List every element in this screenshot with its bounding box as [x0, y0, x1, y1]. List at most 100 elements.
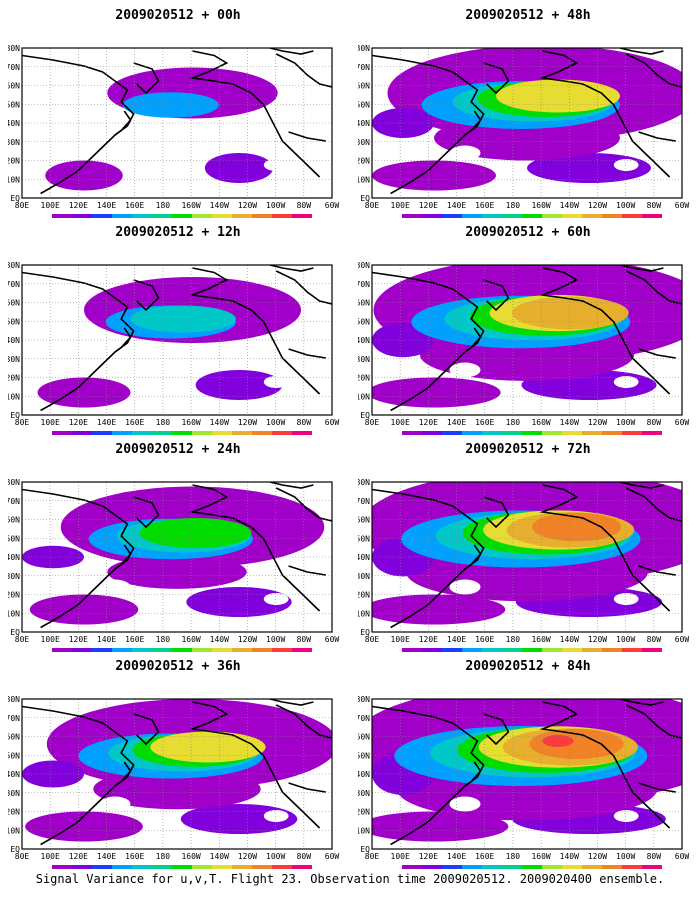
lon-tick-label: 100W: [616, 852, 635, 861]
lon-tick-label: 80E: [365, 852, 380, 861]
lon-tick-label: 80E: [365, 635, 380, 644]
colorbar-swatch: [562, 214, 582, 218]
lon-tick-label: 160W: [181, 635, 200, 644]
lon-tick-label: 160E: [125, 418, 144, 427]
lon-tick-label: 60W: [325, 201, 340, 210]
lat-tick-label: 50N: [8, 317, 20, 326]
colorbar-swatch: [112, 865, 132, 869]
colorbar-swatch: [152, 214, 172, 218]
colorbar-swatch: [292, 214, 312, 218]
colorbar-swatch: [622, 648, 642, 652]
lon-tick-label: 180: [156, 635, 171, 644]
lon-tick-label: 120E: [419, 852, 438, 861]
lat-tick-label: 40N: [358, 336, 370, 345]
colorbar-swatch: [232, 431, 252, 435]
lat-tick-label: 40N: [8, 553, 20, 562]
lon-tick-label: 140E: [97, 418, 116, 427]
colorbar-swatch: [272, 648, 292, 652]
lon-tick-label: 120E: [419, 635, 438, 644]
variance-shading: [22, 482, 332, 629]
colorbar-swatch: [522, 648, 542, 652]
lat-tick-label: 40N: [358, 770, 370, 779]
colorbar-swatch: [232, 648, 252, 652]
lat-tick-label: 10N: [8, 175, 20, 184]
lat-tick-label: 80N: [8, 695, 20, 704]
lat-tick-label: 70N: [358, 714, 370, 723]
colorbar-swatch: [172, 865, 192, 869]
panel-title: 2009020512 + 48h: [465, 8, 591, 23]
colorbar-swatch: [112, 648, 132, 652]
colorbar-swatch: [542, 648, 562, 652]
variance-shading: [22, 48, 332, 195]
lon-tick-label: 120W: [588, 201, 607, 210]
variance-shading: [372, 48, 682, 195]
lon-tick-label: 100W: [266, 852, 285, 861]
lon-tick-label: 160W: [181, 201, 200, 210]
lat-tick-label: 10N: [8, 609, 20, 618]
colorbar-swatch: [72, 648, 92, 652]
lat-tick-label: 50N: [358, 317, 370, 326]
lon-tick-label: 80W: [647, 852, 662, 861]
lon-tick-label: 100E: [41, 852, 60, 861]
lat-tick-label: 20N: [358, 591, 370, 600]
lat-tick-label: 40N: [358, 119, 370, 128]
lon-tick-label: 160W: [531, 852, 550, 861]
lat-tick-label: 70N: [358, 63, 370, 72]
lon-tick-label: 80W: [647, 418, 662, 427]
colorbar-swatch: [482, 648, 502, 652]
colorbar-swatch: [272, 431, 292, 435]
colorbar-swatch: [132, 865, 152, 869]
panel-title: 2009020512 + 60h: [465, 225, 591, 240]
lon-tick-label: 100W: [266, 201, 285, 210]
lon-tick-label: 60W: [325, 852, 340, 861]
lat-tick-label: 80N: [8, 478, 20, 487]
lon-tick-label: 80E: [365, 201, 380, 210]
colorbar-swatch: [52, 214, 72, 218]
lon-tick-label: 140E: [97, 201, 116, 210]
colorbar-swatch: [272, 865, 292, 869]
colorbar-swatch: [192, 865, 212, 869]
colorbar-swatch: [212, 214, 232, 218]
lon-tick-label: 120E: [69, 852, 88, 861]
colorbar-swatch: [442, 648, 462, 652]
lon-tick-label: 120W: [588, 635, 607, 644]
lon-tick-label: 80E: [365, 418, 380, 427]
colorbar-swatch: [272, 214, 292, 218]
colorbar-swatch: [622, 214, 642, 218]
lon-tick-label: 60W: [675, 201, 690, 210]
lon-tick-label: 140E: [447, 852, 466, 861]
lon-tick-label: 80E: [15, 418, 30, 427]
colorbar-swatch: [92, 431, 112, 435]
figure-caption: Signal Variance for u,v,T. Flight 23. Ob…: [35, 872, 665, 886]
map-panel: 2009020512 + 00h 80N 70N 60N 50N 40N 30N 20N 10N…: [8, 8, 348, 218]
colorbar-swatch: [462, 214, 482, 218]
colorbar-swatch: [542, 431, 562, 435]
lat-tick-label: 10N: [358, 826, 370, 835]
lon-tick-label: 100E: [391, 201, 410, 210]
colorbar-swatch: [92, 214, 112, 218]
colorbar-swatch: [172, 648, 192, 652]
lat-tick-label: 20N: [358, 808, 370, 817]
lat-tick-label: EQ: [10, 845, 20, 854]
lon-tick-label: 120W: [238, 635, 257, 644]
colorbar-swatch: [522, 214, 542, 218]
colorbar-swatch: [212, 865, 232, 869]
lon-tick-label: 140W: [210, 852, 229, 861]
lat-tick-label: 50N: [8, 534, 20, 543]
colorbar-swatch: [132, 431, 152, 435]
lat-tick-label: EQ: [360, 194, 370, 203]
map-panel: 2009020512 + 84h 80N 70N 60N 50N 40N 30N 20N 10N…: [358, 659, 698, 869]
lon-tick-label: 160E: [125, 635, 144, 644]
colorbar-swatch: [602, 865, 622, 869]
lon-tick-label: 100E: [41, 418, 60, 427]
lat-tick-label: 60N: [358, 299, 370, 308]
panel-title: 2009020512 + 72h: [465, 442, 591, 457]
colorbar-swatch: [152, 648, 172, 652]
colorbar-swatch: [502, 214, 522, 218]
lat-tick-label: 10N: [358, 609, 370, 618]
lat-tick-label: 20N: [358, 374, 370, 383]
colorbar-swatch: [422, 431, 442, 435]
variance-shading: [372, 482, 682, 629]
colorbar-swatch: [212, 648, 232, 652]
